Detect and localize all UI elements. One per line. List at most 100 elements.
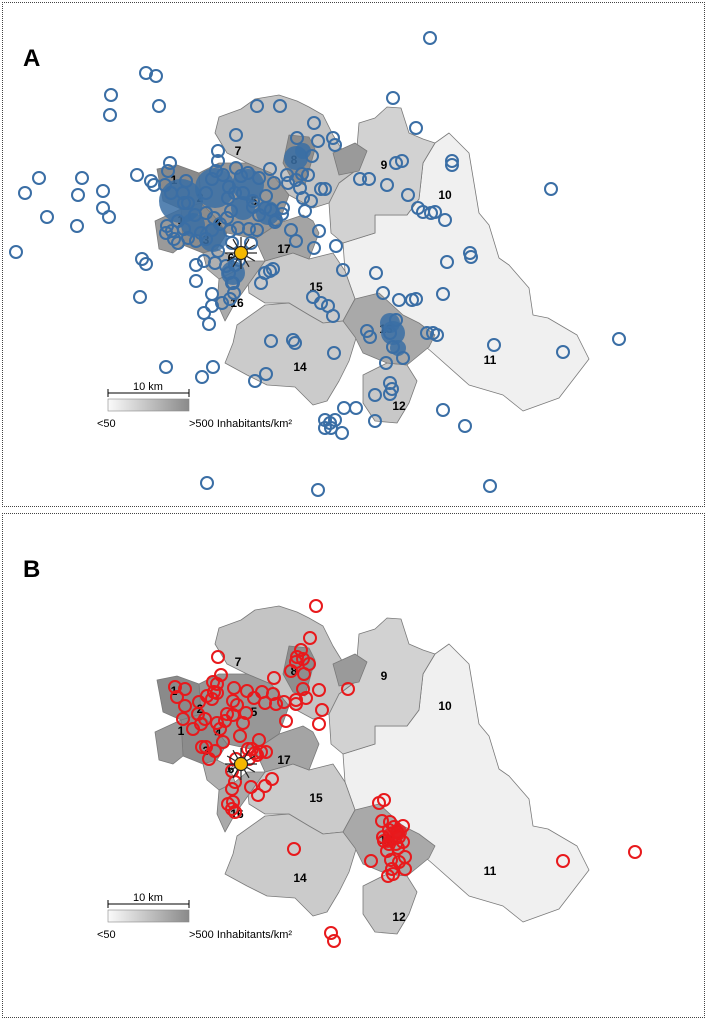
location-marker bbox=[311, 483, 325, 497]
location-marker bbox=[341, 682, 355, 696]
location-marker bbox=[206, 675, 220, 689]
location-marker bbox=[228, 775, 242, 789]
location-marker bbox=[362, 172, 376, 186]
location-marker bbox=[139, 66, 153, 80]
location-marker bbox=[189, 258, 203, 272]
location-marker bbox=[195, 370, 209, 384]
location-marker bbox=[380, 844, 394, 858]
location-marker bbox=[239, 706, 253, 720]
location-marker bbox=[266, 262, 280, 276]
district-polygon bbox=[362, 362, 418, 424]
location-marker bbox=[381, 869, 395, 883]
district-label: 4 bbox=[215, 726, 222, 740]
location-marker bbox=[149, 69, 163, 83]
location-marker bbox=[279, 714, 293, 728]
location-marker bbox=[430, 328, 444, 342]
map-b: B1123456789101112131415161710 km<50>500 … bbox=[23, 556, 642, 948]
location-marker bbox=[226, 694, 240, 708]
legend: 10 km <50 >500 Inhabitants/km² bbox=[97, 381, 292, 430]
location-marker bbox=[383, 326, 397, 340]
location-marker bbox=[304, 194, 318, 208]
location-marker bbox=[258, 696, 272, 710]
location-marker bbox=[251, 788, 265, 802]
district-label: 15 bbox=[309, 791, 323, 805]
density-gradient-bar bbox=[107, 398, 190, 412]
district-label: 8 bbox=[291, 664, 298, 678]
location-marker bbox=[242, 222, 256, 236]
location-marker bbox=[556, 854, 570, 868]
location-marker bbox=[32, 171, 46, 185]
location-marker bbox=[177, 196, 191, 210]
district-label: 9 bbox=[381, 158, 388, 172]
location-marker bbox=[290, 650, 304, 664]
location-marker bbox=[244, 236, 258, 250]
location-marker bbox=[289, 234, 303, 248]
location-marker bbox=[259, 189, 273, 203]
location-marker bbox=[130, 168, 144, 182]
location-marker bbox=[293, 181, 307, 195]
location-marker bbox=[241, 166, 255, 180]
location-marker bbox=[241, 742, 255, 756]
location-marker bbox=[303, 631, 317, 645]
location-marker bbox=[294, 643, 308, 657]
location-marker bbox=[464, 250, 478, 264]
location-marker bbox=[307, 116, 321, 130]
location-marker bbox=[259, 367, 273, 381]
location-marker bbox=[428, 205, 442, 219]
location-marker bbox=[165, 224, 179, 238]
center-star-icon bbox=[225, 748, 257, 780]
district-polygon bbox=[224, 302, 358, 406]
legend-min-label: <50 bbox=[97, 929, 116, 941]
cluster-blob bbox=[159, 179, 203, 223]
location-marker bbox=[147, 178, 161, 192]
panel-a: A1123456789101112131415161710 km<50>500 … bbox=[2, 2, 705, 507]
district-label: 14 bbox=[293, 871, 307, 885]
location-marker bbox=[386, 340, 400, 354]
location-marker bbox=[423, 31, 437, 45]
location-marker bbox=[284, 223, 298, 237]
location-marker bbox=[487, 338, 501, 352]
location-marker bbox=[248, 374, 262, 388]
location-marker bbox=[287, 842, 301, 856]
location-marker bbox=[163, 156, 177, 170]
location-marker bbox=[409, 121, 423, 135]
location-marker bbox=[75, 171, 89, 185]
location-marker bbox=[225, 782, 239, 796]
location-marker bbox=[230, 698, 244, 712]
location-marker bbox=[209, 164, 223, 178]
legend-min-label: <50 bbox=[97, 418, 116, 430]
location-marker bbox=[380, 178, 394, 192]
location-marker bbox=[265, 772, 279, 786]
location-marker bbox=[349, 401, 363, 415]
location-marker bbox=[236, 716, 250, 730]
location-marker bbox=[395, 154, 409, 168]
location-marker bbox=[228, 805, 242, 819]
location-marker bbox=[445, 154, 459, 168]
location-marker bbox=[199, 186, 213, 200]
location-marker bbox=[335, 426, 349, 440]
location-marker bbox=[194, 226, 208, 240]
location-marker bbox=[176, 712, 190, 726]
location-marker bbox=[70, 219, 84, 233]
location-marker bbox=[152, 99, 166, 113]
location-marker bbox=[436, 287, 450, 301]
district-label: 7 bbox=[235, 655, 242, 669]
location-marker bbox=[223, 292, 237, 306]
location-marker bbox=[299, 691, 313, 705]
location-marker bbox=[178, 699, 192, 713]
location-marker bbox=[329, 239, 343, 253]
location-marker bbox=[244, 780, 258, 794]
location-marker bbox=[314, 182, 328, 196]
location-marker bbox=[375, 814, 389, 828]
scale-label: 10 km bbox=[133, 892, 163, 904]
location-marker bbox=[312, 224, 326, 238]
location-markers bbox=[9, 31, 626, 497]
location-marker bbox=[135, 252, 149, 266]
location-marker bbox=[296, 191, 310, 205]
location-marker bbox=[258, 266, 272, 280]
location-marker bbox=[258, 779, 272, 793]
location-marker bbox=[252, 733, 266, 747]
location-marker bbox=[383, 387, 397, 401]
location-marker bbox=[223, 224, 237, 238]
district-polygon bbox=[154, 719, 184, 765]
